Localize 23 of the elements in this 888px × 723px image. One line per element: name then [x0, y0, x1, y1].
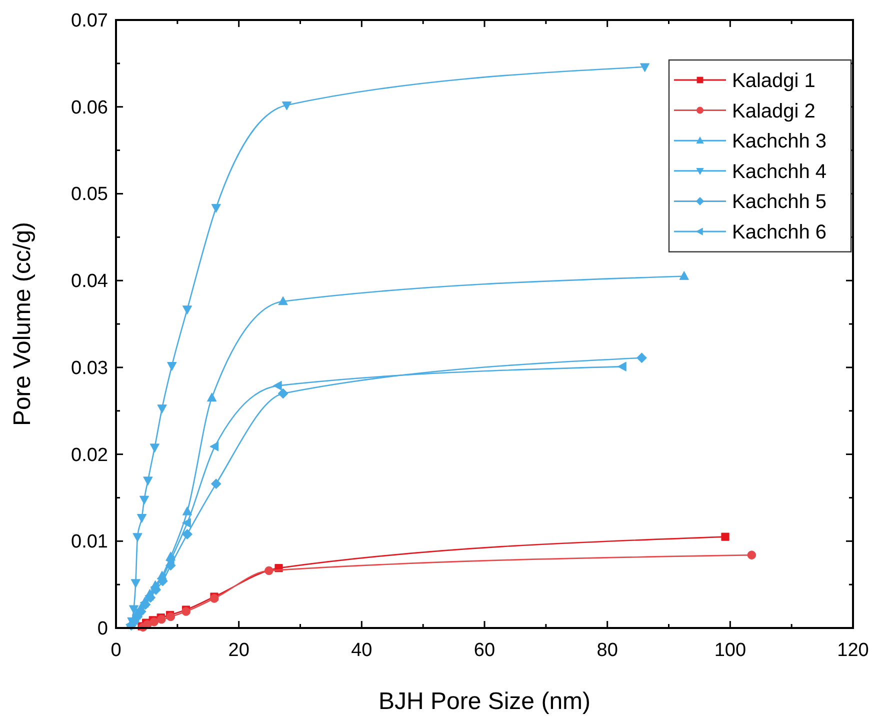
x-tick-label: 60 — [474, 640, 496, 661]
y-tick-label: 0.02 — [71, 444, 108, 466]
y-tick-label: 0.04 — [71, 271, 108, 292]
x-tick-label: 80 — [596, 640, 618, 661]
legend-label: Kachchh 5 — [732, 191, 827, 214]
y-tick-label: 0 — [97, 618, 108, 640]
legend-label: Kaladgi 1 — [732, 70, 816, 92]
x-tick-label: 40 — [351, 640, 372, 661]
y-tick-label: 0.03 — [71, 358, 108, 379]
y-tick-label: 0.01 — [71, 532, 108, 553]
y-tick-label: 0.07 — [71, 10, 108, 32]
legend-label: Kachchh 4 — [732, 160, 827, 183]
x-tick-label: 20 — [228, 640, 250, 661]
x-tick-label: 100 — [714, 640, 746, 661]
legend-label: Kaladgi 2 — [732, 100, 816, 122]
legend-label: Kachchh 6 — [732, 222, 827, 244]
y-axis-title: Pore Volume (cc/g) — [9, 222, 36, 426]
x-axis-title: BJH Pore Size (nm) — [378, 688, 591, 715]
legend-label: Kachchh 3 — [732, 130, 827, 153]
x-tick-label: 120 — [837, 640, 869, 661]
y-tick-label: 0.06 — [71, 97, 108, 118]
y-tick-label: 0.05 — [71, 184, 108, 206]
x-tick-label: 0 — [110, 640, 122, 661]
